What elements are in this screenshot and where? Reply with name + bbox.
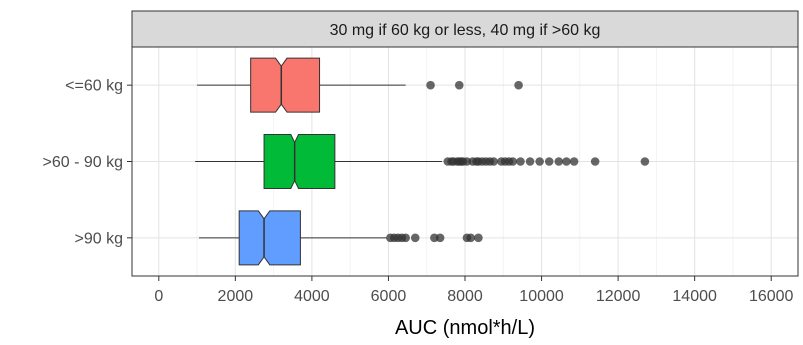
x-axis-title: AUC (nmol*h/L) xyxy=(395,317,535,339)
y-tick-label: >90 kg xyxy=(75,230,123,247)
x-tick-label: 12000 xyxy=(596,288,641,305)
facet-strip-label: 30 mg if 60 kg or less, 40 mg if >60 kg xyxy=(330,22,601,39)
y-axis: <=60 kg >60 - 90 kg >90 kg xyxy=(43,78,132,247)
x-tick-label: 10000 xyxy=(519,288,564,305)
box xyxy=(250,57,321,113)
outlier-point xyxy=(410,233,420,243)
outlier-point xyxy=(640,157,650,166)
x-axis: 0 2000 4000 6000 8000 10000 12000 14000 16000 xyxy=(154,276,794,305)
outlier-point xyxy=(516,157,525,166)
y-tick-label: >60 - 90 kg xyxy=(43,154,124,171)
outlier-point xyxy=(508,157,518,166)
x-tick-label: 16000 xyxy=(749,288,794,305)
x-tick-label: 4000 xyxy=(294,288,330,305)
outlier-point xyxy=(569,157,579,166)
x-tick-label: 8000 xyxy=(447,288,483,305)
outlier-point xyxy=(474,233,483,243)
outlier-point xyxy=(554,157,564,166)
outlier-point xyxy=(401,233,410,243)
box-group xyxy=(197,57,523,113)
outlier-point xyxy=(535,157,544,166)
boxplot-series xyxy=(195,57,650,266)
outlier-point xyxy=(544,157,554,166)
outlier-point xyxy=(489,157,499,166)
box xyxy=(238,210,301,266)
outlier-point xyxy=(466,233,476,243)
outlier-point xyxy=(514,80,523,90)
y-tick-label: <=60 kg xyxy=(65,78,123,95)
outlier-point xyxy=(426,80,435,90)
x-tick-label: 6000 xyxy=(371,288,407,305)
outlier-point xyxy=(435,233,445,243)
strip-background xyxy=(131,10,799,48)
box-group xyxy=(195,134,650,189)
outlier-point xyxy=(454,80,464,90)
x-tick-label: 2000 xyxy=(218,288,254,305)
outlier-point xyxy=(562,157,571,166)
x-tick-label: 14000 xyxy=(672,288,717,305)
outlier-point xyxy=(590,157,600,166)
box xyxy=(263,134,336,189)
box-group xyxy=(198,210,483,266)
outlier-point xyxy=(525,157,535,166)
x-tick-label: 0 xyxy=(154,288,163,305)
